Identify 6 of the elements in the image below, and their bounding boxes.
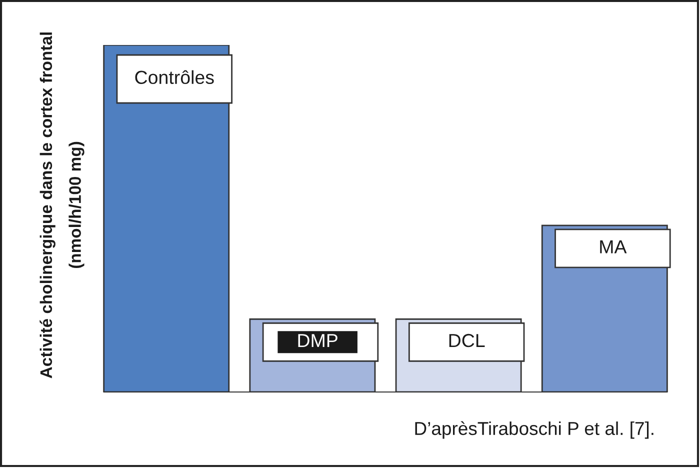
x-tick-label: Contrôles (135, 70, 214, 84)
text: D’aprèsTiraboschi P et al. [7]. (415, 421, 654, 439)
x-tick-label: MA (600, 240, 627, 254)
x-tick-label: DCL (449, 334, 485, 348)
y-axis-title: Activité cholinergique dans le cortex frontal (nmol/h/100 mg) (40, 32, 84, 378)
x-tick-label: DMP (298, 334, 338, 347)
